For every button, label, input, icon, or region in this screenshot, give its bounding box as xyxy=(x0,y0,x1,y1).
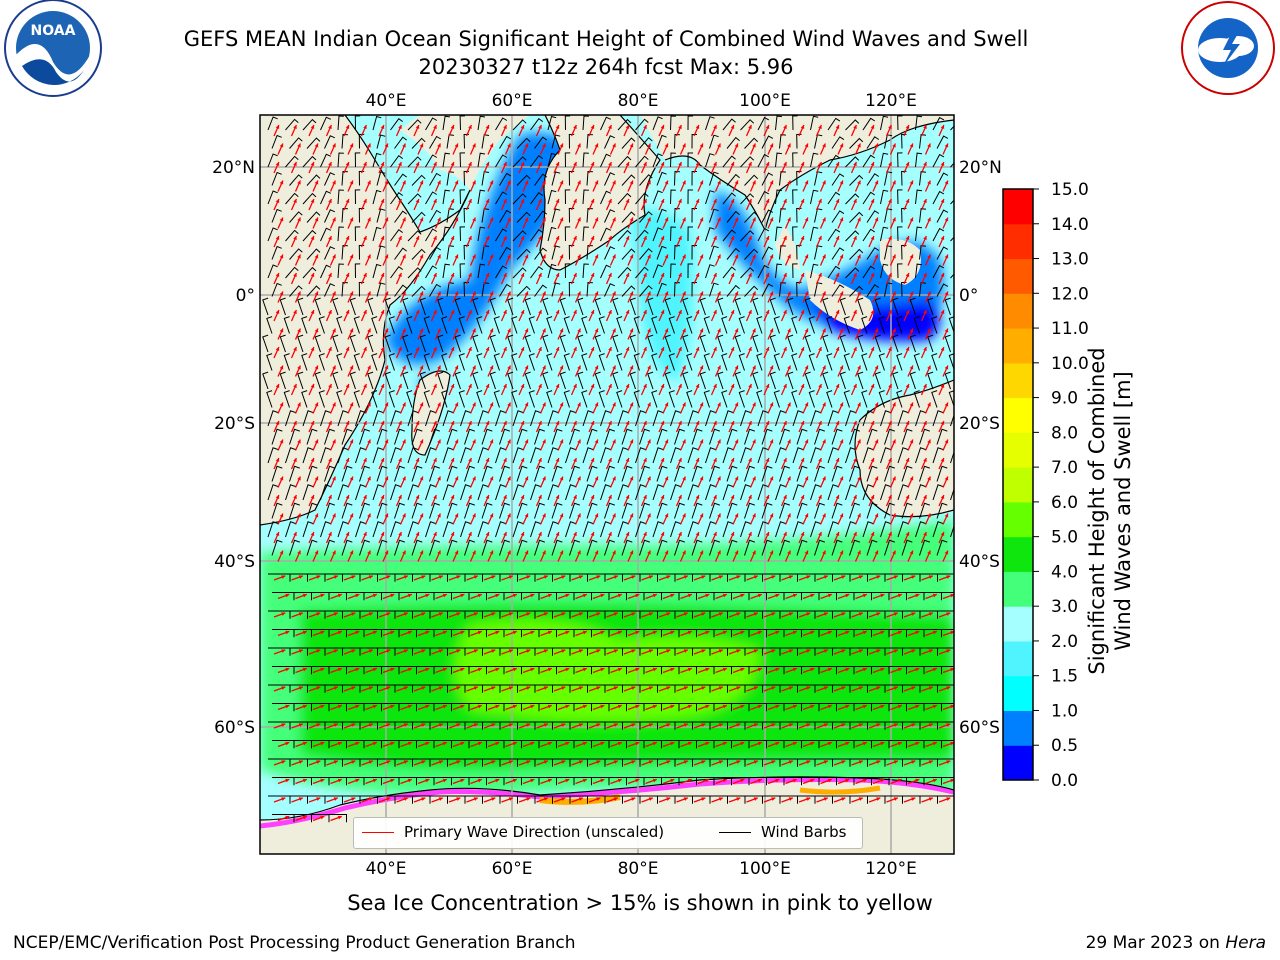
map-legend: Primary Wave Direction (unscaled) Wind B… xyxy=(353,817,863,849)
colorbar-segment xyxy=(1003,223,1033,260)
lon-tick-top: 120°E xyxy=(865,91,917,111)
colorbar-segment xyxy=(1003,362,1033,399)
colorbar-tick: 14.0 xyxy=(1051,215,1089,235)
colorbar-tick: 1.5 xyxy=(1051,667,1078,687)
footer-host: Hera xyxy=(1225,933,1266,953)
map-frame xyxy=(259,114,955,855)
colorbar-segment xyxy=(1003,745,1033,781)
colorbar-tick: 2.0 xyxy=(1051,632,1078,652)
colorbar-tick: 15.0 xyxy=(1051,180,1089,200)
colorbar-segment xyxy=(1003,328,1033,364)
colorbar-segment xyxy=(1003,258,1033,294)
footer-date: 29 Mar 2023 on Hera xyxy=(1086,933,1266,953)
colorbar-tick: 0.5 xyxy=(1051,736,1078,756)
lon-tick-bottom: 40°E xyxy=(366,859,407,879)
colorbar-segment xyxy=(1003,501,1033,538)
colorbar-segment xyxy=(1003,606,1033,642)
lon-tick-top: 60°E xyxy=(492,91,533,111)
noaa-logo-text: NOAA xyxy=(31,23,76,39)
legend-wind-barbs: Wind Barbs xyxy=(719,823,846,841)
colorbar-segment xyxy=(1003,293,1033,329)
lon-tick-bottom: 60°E xyxy=(492,859,533,879)
colorbar-segment xyxy=(1003,571,1033,607)
lat-tick-right: 20°S xyxy=(959,414,1000,434)
lon-tick-top: 100°E xyxy=(739,91,791,111)
lat-tick-left: 60°S xyxy=(214,718,255,738)
colorbar-tick: 3.0 xyxy=(1051,597,1078,617)
noaa-logo: NOAA xyxy=(4,0,102,97)
legend-wind-label: Wind Barbs xyxy=(761,823,847,841)
colorbar-segment xyxy=(1003,710,1033,746)
colorbar-segment xyxy=(1003,432,1033,468)
wind-barbs xyxy=(262,115,954,823)
axis-ticks: 40°E 40°E 60°E 60°E 80°E 80°E 100°E 100°E 120°E 1… xyxy=(212,91,1002,879)
lon-tick-top: 80°E xyxy=(618,91,659,111)
chart-subtitle: 20230327 t12z 264h fcst Max: 5.96 xyxy=(418,55,794,79)
colorbar-tick: 0.0 xyxy=(1051,771,1078,791)
sea-ice-caption: Sea Ice Concentration > 15% is shown in … xyxy=(347,891,933,915)
legend-wave-label: Primary Wave Direction (unscaled) xyxy=(404,823,665,841)
lon-tick-top: 40°E xyxy=(366,91,407,111)
wave-direction-arrows xyxy=(273,124,954,822)
lat-tick-right: 60°S xyxy=(959,718,1000,738)
colorbar-tick: 1.0 xyxy=(1051,702,1078,722)
nws-logo xyxy=(1181,1,1275,95)
map-area xyxy=(260,115,954,854)
colorbar-tick: 10.0 xyxy=(1051,354,1089,374)
colorbar-label-line2: Wind Waves and Swell [m] xyxy=(1111,371,1135,651)
colorbar-tick: 7.0 xyxy=(1051,458,1078,478)
footer-date-text: 29 Mar 2023 on xyxy=(1085,933,1226,953)
colorbar-tick: 6.0 xyxy=(1051,493,1078,513)
colorbar-segment xyxy=(1003,397,1033,433)
lat-tick-left: 20°S xyxy=(214,414,255,434)
colorbar-segment xyxy=(1003,189,1033,225)
lon-tick-bottom: 80°E xyxy=(618,859,659,879)
colorbar-segment xyxy=(1003,675,1033,711)
colorbar-tick: 5.0 xyxy=(1051,528,1078,548)
lat-tick-right: 20°N xyxy=(959,158,1002,178)
colorbar-tick: 8.0 xyxy=(1051,423,1078,443)
colorbar-segment xyxy=(1003,467,1033,503)
legend-red-line xyxy=(362,832,394,833)
legend-wave-direction: Primary Wave Direction (unscaled) xyxy=(362,823,664,841)
colorbar-frame xyxy=(1002,188,1034,781)
colorbar-segment xyxy=(1003,640,1033,677)
colorbar-tick: 11.0 xyxy=(1051,319,1089,339)
colorbar-tick: 13.0 xyxy=(1051,250,1089,270)
lat-tick-right: 0° xyxy=(959,286,978,306)
chart-title: GEFS MEAN Indian Ocean Significant Heigh… xyxy=(183,27,1029,51)
colorbar-segment xyxy=(1003,536,1033,572)
colorbar-label: Significant Height of Combined Wind Wave… xyxy=(1084,321,1136,701)
colorbar-tick: 9.0 xyxy=(1051,389,1078,409)
lon-tick-bottom: 100°E xyxy=(739,859,791,879)
legend-black-line xyxy=(719,832,751,833)
footer-org: NCEP/EMC/Verification Post Processing Pr… xyxy=(13,933,576,953)
lat-tick-right: 40°S xyxy=(959,552,1000,572)
lat-tick-left: 20°N xyxy=(212,158,255,178)
lat-tick-left: 40°S xyxy=(214,552,255,572)
colorbar-tick: 12.0 xyxy=(1051,284,1089,304)
colorbar-tick: 4.0 xyxy=(1051,562,1078,582)
colorbar: 0.0 0.5 1.0 1.5 2.0 3.0 4.0 5.0 6.0 7.0 8.0 9.0 10.0… xyxy=(1002,180,1089,791)
lat-tick-left: 0° xyxy=(236,286,255,306)
lon-tick-bottom: 120°E xyxy=(865,859,917,879)
colorbar-label-line1: Significant Height of Combined xyxy=(1085,347,1109,675)
